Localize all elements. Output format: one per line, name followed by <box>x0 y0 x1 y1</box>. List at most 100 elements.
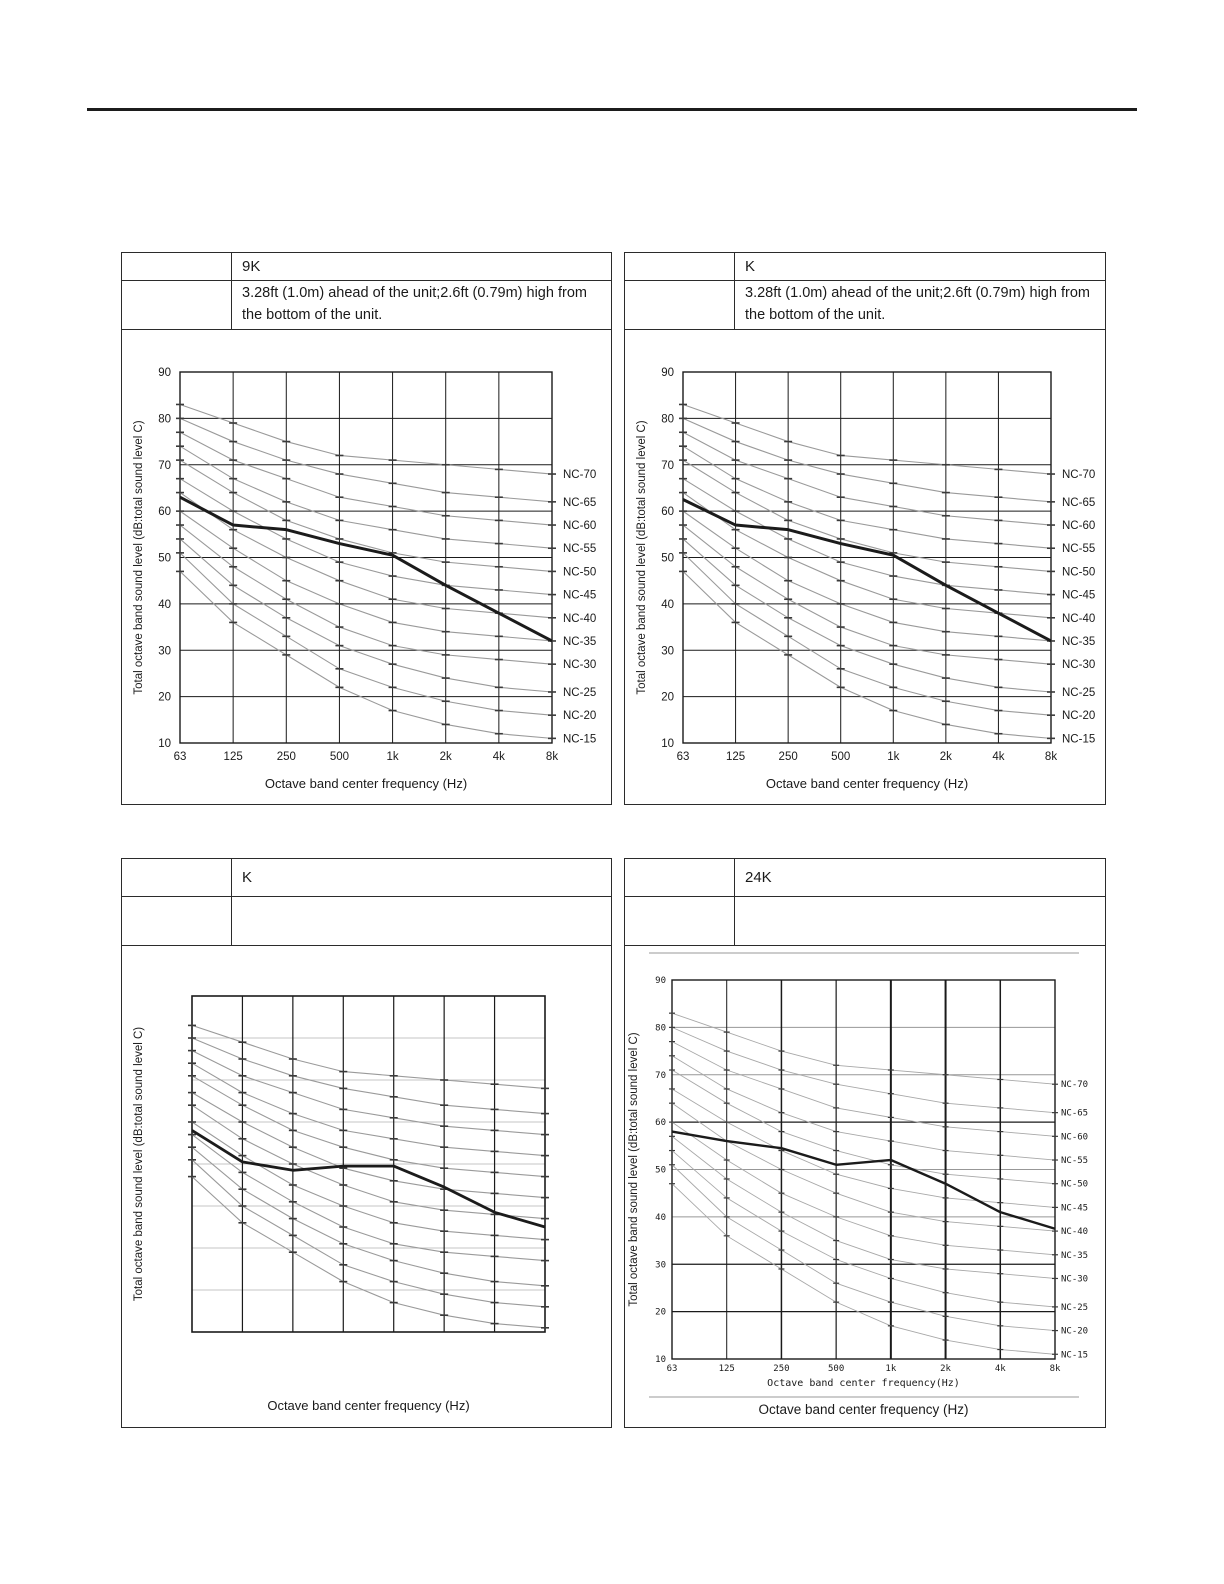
nc-label: NC-70 <box>1062 469 1095 481</box>
y-tick-label: 90 <box>655 976 666 986</box>
nc-label: NC-60 <box>563 520 596 532</box>
nc-label: NC-65 <box>1062 497 1095 509</box>
nc-chart-24k: 90 80 70 60 50 40 30 20 10 63 125 250 500 1k 2k 4k 8k NC-… <box>625 946 1105 1427</box>
nc-label: NC-40 <box>563 613 596 625</box>
nc-curve-nc-25 <box>671 1150 1056 1308</box>
nc-label: NC-25 <box>563 687 596 699</box>
x-tick-label: 250 <box>277 751 296 763</box>
measured-sound-level-line <box>682 498 1052 643</box>
model-row: K <box>625 253 1105 281</box>
page-top-rule <box>87 108 1137 111</box>
mic-location-text: 3.28ft (1.0m) ahead of the unit;2.6ft (0… <box>745 285 1090 323</box>
nc-curve-nc-20 <box>179 552 553 716</box>
y-tick-label: 30 <box>158 645 171 657</box>
y-tick-label: 80 <box>655 1023 666 1033</box>
nc-curve-nc-50 <box>191 1075 546 1178</box>
nc-label: NC-15 <box>1061 1350 1088 1360</box>
nc-label: NC-45 <box>563 590 596 602</box>
nc-chart-9k: 90 80 70 60 50 40 30 20 10 63 125 250 500 1k 2k 4k 8k NC-… <box>122 330 611 804</box>
model-name: K <box>745 258 756 275</box>
nc-label: NC-20 <box>1061 1327 1088 1337</box>
nc-curve-nc-60 <box>179 431 553 526</box>
nc-label: NC-15 <box>563 733 596 745</box>
nc-curve-nc-40 <box>682 492 1052 619</box>
measured-sound-level-line <box>671 1130 1056 1230</box>
y-tick-label: 80 <box>661 413 674 425</box>
measured-sound-level-line <box>179 495 553 643</box>
nc-curve-nc-35 <box>682 510 1052 642</box>
nc-curve-nc-40 <box>191 1104 546 1220</box>
nc-curve-nc-65 <box>191 1037 546 1115</box>
x-tick-label: 63 <box>174 751 187 763</box>
x-tick-label: 1k <box>386 751 398 763</box>
axis-labels: Total octave band sound level (dB:total … <box>133 1027 470 1413</box>
y-tick-label: 40 <box>655 1213 666 1223</box>
x-axis-title: Octave band center frequency (Hz) <box>267 1398 469 1413</box>
nc-curve-nc-15 <box>191 1176 546 1329</box>
nc-curve-nc-55 <box>671 1055 1056 1161</box>
nc-curve-nc-20 <box>671 1164 1056 1332</box>
y-tick-label: 30 <box>655 1260 666 1270</box>
nc-curve-nc-30 <box>671 1135 1056 1279</box>
nc-curve-nc-25 <box>682 538 1052 693</box>
nc-curve-nc-70 <box>179 403 553 475</box>
x-tick-label: 500 <box>828 1364 844 1374</box>
plot-frame <box>671 979 1056 1360</box>
y-tick-label: 90 <box>158 367 171 379</box>
model-row-blank-cell <box>122 253 232 280</box>
y-tick-label: 20 <box>661 692 674 704</box>
octave-tick-dashes <box>679 403 1055 740</box>
x-tick-label: 63 <box>677 751 690 763</box>
model-name: 24K <box>745 869 772 886</box>
y-tick-label: 10 <box>655 1355 666 1365</box>
y-tick-label: 20 <box>655 1308 666 1318</box>
x-tick-label: 8k <box>1045 751 1057 763</box>
nc-curve-nc-65 <box>179 417 553 503</box>
nc-curve-nc-15 <box>682 571 1052 739</box>
x-axis-title: Octave band center frequency (Hz) <box>766 776 968 791</box>
x-tick-label: 125 <box>224 751 243 763</box>
nc-label: NC-30 <box>1062 659 1095 671</box>
x-tick-label: 1k <box>887 751 899 763</box>
model-row-blank-cell <box>625 859 735 896</box>
location-row-blank-cell <box>625 897 735 945</box>
x-tick-label: 250 <box>773 1364 789 1374</box>
nc-label: NC-40 <box>1061 1227 1088 1237</box>
model-row-blank-cell <box>625 253 735 280</box>
nc-curve-nc-50 <box>682 459 1052 572</box>
nc-curve-nc-50 <box>179 459 553 572</box>
nc-label: NC-25 <box>1062 687 1095 699</box>
nc-curve-nc-40 <box>179 492 553 619</box>
y-tick-label: 10 <box>661 738 674 750</box>
nc-label: NC-70 <box>1061 1080 1088 1090</box>
x-axis-title-inner: Octave band center frequency(Hz) <box>767 1378 960 1389</box>
nc-label: NC-35 <box>563 636 596 648</box>
nc-curve-nc-35 <box>671 1121 1056 1256</box>
nc-curve-nc-55 <box>179 445 553 549</box>
location-row-blank-cell <box>122 897 232 945</box>
nc-chart-k-top: 90 80 70 60 50 40 30 20 10 63 125 250 500 1k 2k 4k 8k NC-… <box>625 330 1105 804</box>
gridlines <box>192 996 545 1332</box>
y-tick-label: 70 <box>661 460 674 472</box>
x-tick-label: 8k <box>546 751 558 763</box>
y-tick-label: 70 <box>655 1071 666 1081</box>
y-axis-title: Total octave band sound level (dB:total … <box>133 1027 145 1301</box>
x-tick-label: 4k <box>995 1364 1006 1374</box>
mic-location-text <box>232 897 611 945</box>
nc-label: NC-50 <box>1061 1180 1088 1190</box>
y-tick-label: 20 <box>158 692 171 704</box>
location-row-blank-cell <box>625 281 735 329</box>
nc-reference-curves <box>682 403 1052 739</box>
location-row: 3.28ft (1.0m) ahead of the unit;2.6ft (0… <box>625 281 1105 330</box>
y-tick-label: 90 <box>661 367 674 379</box>
x-tick-label: 500 <box>831 751 850 763</box>
x-tick-label: 2k <box>940 1364 951 1374</box>
nc-label: NC-20 <box>1062 710 1095 722</box>
x-tick-label: 125 <box>726 751 745 763</box>
nc-curve-nc-70 <box>191 1024 546 1089</box>
model-row: K <box>122 859 611 897</box>
nc-label: NC-45 <box>1061 1203 1088 1213</box>
y-tick-label: 60 <box>661 506 674 518</box>
